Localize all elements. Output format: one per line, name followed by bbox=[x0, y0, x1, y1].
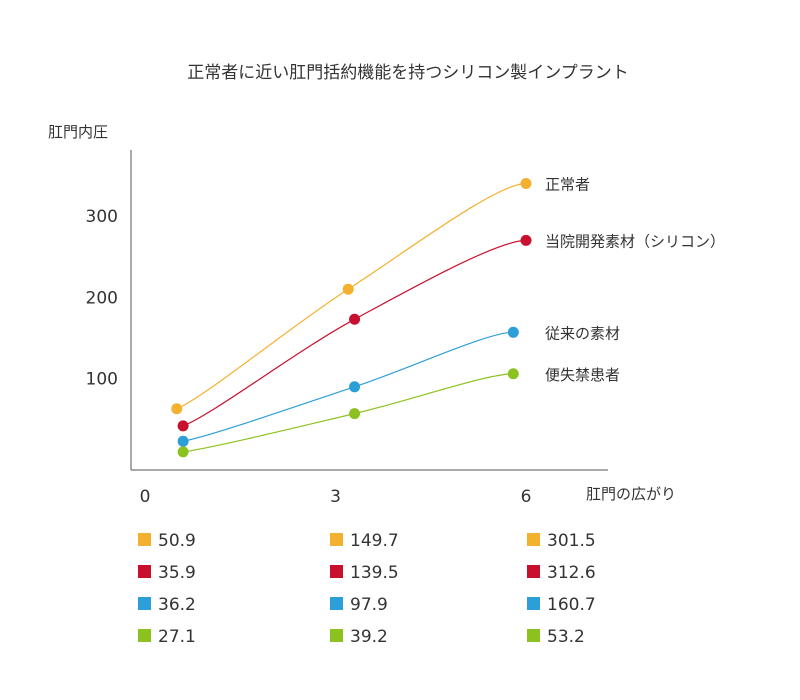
value-label: 36.2 bbox=[158, 595, 196, 615]
series-line bbox=[182, 331, 514, 442]
legend-swatch bbox=[138, 597, 151, 610]
value-label: 97.9 bbox=[350, 595, 388, 615]
y-tick-label: 100 bbox=[86, 370, 118, 390]
x-tick-label: 0 bbox=[140, 487, 151, 507]
x-tick-label: 3 bbox=[330, 487, 341, 507]
legend-swatch bbox=[138, 565, 151, 578]
legend-swatch bbox=[330, 597, 343, 610]
value-label: 35.9 bbox=[158, 563, 196, 583]
data-point bbox=[520, 177, 532, 189]
chart-title: 正常者に近い肛門括約機能を持つシリコン製インプラント bbox=[187, 63, 629, 83]
data-point bbox=[507, 368, 519, 380]
series-line bbox=[176, 182, 527, 410]
legend-swatch bbox=[138, 629, 151, 642]
legend-swatch bbox=[330, 565, 343, 578]
legend-swatch bbox=[527, 565, 540, 578]
y-axis-label: 肛門内圧 bbox=[48, 123, 108, 141]
series-line bbox=[182, 239, 527, 427]
data-point bbox=[171, 403, 183, 415]
data-point bbox=[177, 420, 189, 432]
value-label: 312.6 bbox=[547, 563, 596, 583]
legend-swatch bbox=[527, 597, 540, 610]
series-label: 便失禁患者 bbox=[545, 366, 620, 384]
series-label: 従来の素材 bbox=[545, 324, 620, 342]
legend-swatch bbox=[330, 533, 343, 546]
y-tick-label: 300 bbox=[86, 207, 118, 227]
value-label: 301.5 bbox=[547, 531, 596, 551]
data-point bbox=[349, 408, 361, 420]
value-label: 160.7 bbox=[547, 595, 596, 615]
y-tick-label: 200 bbox=[86, 288, 118, 308]
legend-swatch bbox=[527, 629, 540, 642]
legend-swatch bbox=[138, 533, 151, 546]
data-point bbox=[520, 234, 532, 246]
x-tick-label: 6 bbox=[521, 487, 532, 507]
data-point bbox=[349, 381, 361, 393]
data-point bbox=[177, 435, 189, 447]
value-label: 139.5 bbox=[350, 563, 399, 583]
data-point bbox=[349, 313, 361, 325]
series-label: 正常者 bbox=[545, 175, 590, 193]
value-label: 149.7 bbox=[350, 531, 399, 551]
legend-swatch bbox=[330, 629, 343, 642]
data-point bbox=[177, 446, 189, 458]
value-label: 39.2 bbox=[350, 627, 388, 647]
data-point bbox=[507, 326, 519, 338]
value-label: 27.1 bbox=[158, 627, 196, 647]
x-axis-label: 肛門の広がり bbox=[586, 485, 676, 503]
value-label: 53.2 bbox=[547, 627, 585, 647]
series-line bbox=[183, 373, 514, 453]
series-label: 当院開発素材（シリコン） bbox=[545, 232, 725, 250]
value-label: 50.9 bbox=[158, 531, 196, 551]
legend-swatch bbox=[527, 533, 540, 546]
data-point bbox=[342, 283, 354, 295]
